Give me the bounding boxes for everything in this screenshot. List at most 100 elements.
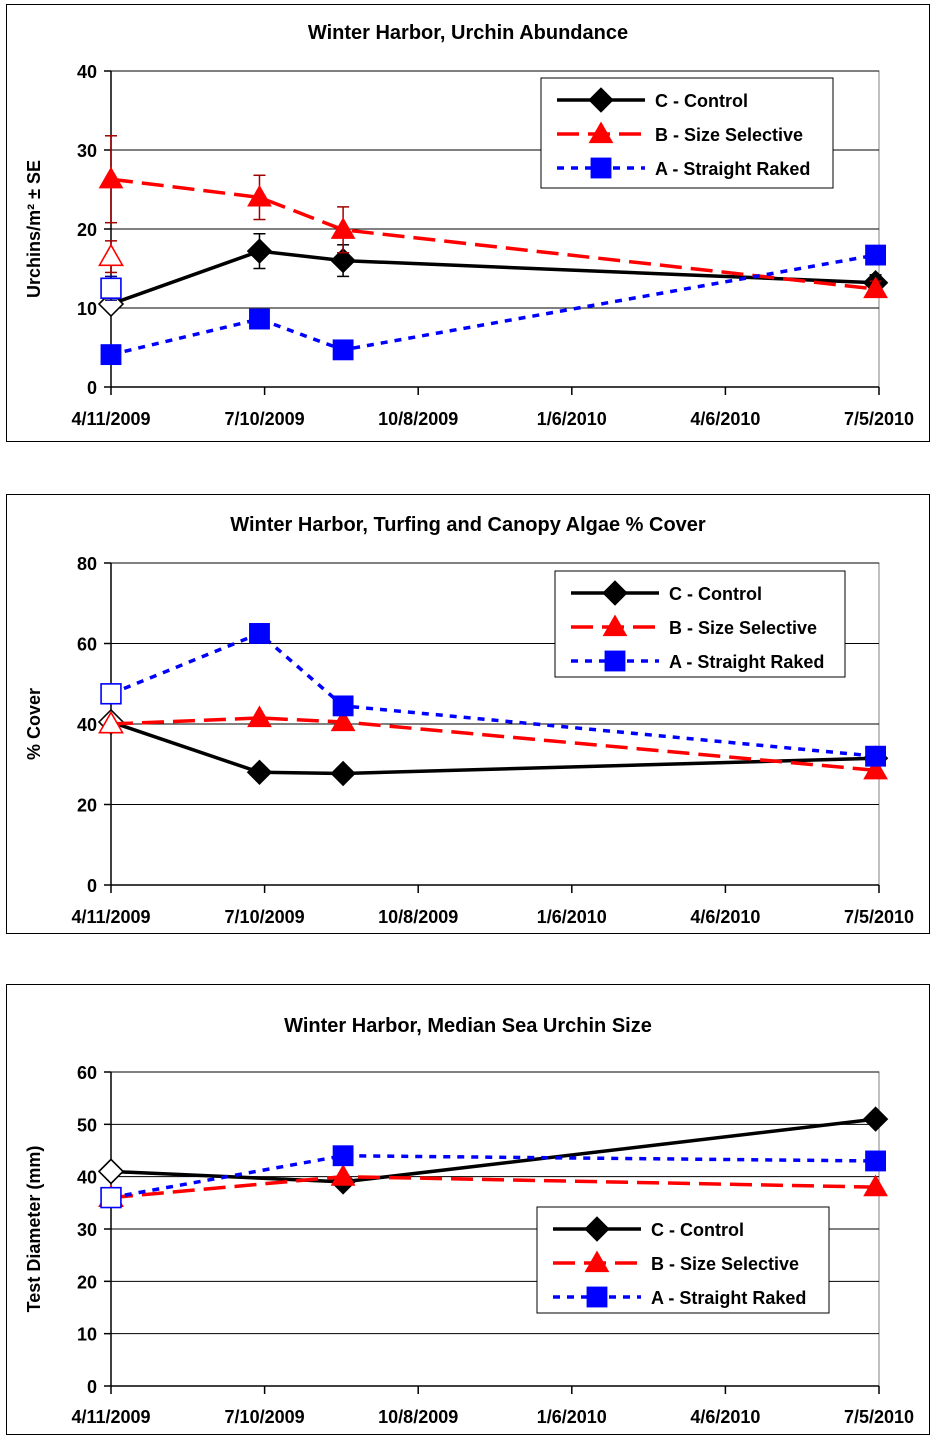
data-point bbox=[247, 705, 272, 728]
data-point bbox=[246, 759, 273, 786]
y-tick-label: 80 bbox=[77, 554, 97, 574]
data-point bbox=[330, 760, 356, 787]
x-tick-label: 4/6/2010 bbox=[690, 409, 760, 429]
y-axis-title: Urchins/m² ± SE bbox=[24, 160, 44, 298]
data-point bbox=[98, 710, 124, 734]
chart-panel-algae-cover: Winter Harbor, Turfing and Canopy Algae … bbox=[6, 494, 930, 934]
x-tick-label: 4/11/2009 bbox=[71, 907, 150, 927]
legend-marker bbox=[588, 87, 614, 113]
x-tick-label: 7/5/2010 bbox=[844, 907, 914, 927]
series-square bbox=[100, 623, 887, 767]
y-tick-label: 10 bbox=[77, 1325, 97, 1345]
x-tick-label: 7/10/2009 bbox=[225, 907, 305, 927]
y-tick-label: 50 bbox=[77, 1115, 97, 1135]
legend-label: B - Size Selective bbox=[669, 618, 817, 638]
y-tick-label: 20 bbox=[77, 1272, 97, 1292]
data-point bbox=[249, 308, 270, 330]
legend-label: C - Control bbox=[651, 1220, 744, 1240]
legend: C - Control B - Size Selective A - Straigh… bbox=[554, 570, 846, 678]
data-point bbox=[862, 1106, 889, 1132]
legend-label: A - Straight Raked bbox=[651, 1288, 806, 1308]
legend-item: A - Straight Raked bbox=[571, 650, 824, 672]
y-tick-label: 20 bbox=[77, 796, 97, 816]
y-tick-label: 0 bbox=[87, 378, 97, 398]
x-tick-label: 7/10/2009 bbox=[225, 409, 305, 429]
data-point bbox=[246, 238, 273, 264]
data-point bbox=[330, 1164, 356, 1186]
data-point bbox=[98, 166, 124, 189]
series-line bbox=[110, 716, 876, 773]
series-line bbox=[110, 177, 876, 291]
data-point bbox=[863, 757, 888, 780]
x-tick-label: 10/8/2009 bbox=[378, 1407, 458, 1427]
algae-cover-chart: Winter Harbor, Turfing and Canopy Algae … bbox=[24, 514, 914, 927]
legend: C - Control B - Size Selective A - Straigh… bbox=[540, 77, 834, 189]
y-axis-title: Test Diameter (mm) bbox=[24, 1146, 44, 1313]
urchin-abundance-chart: Winter Harbor, Urchin Abundance 0 10 20 30 40… bbox=[24, 22, 914, 429]
data-point-hollow bbox=[100, 277, 122, 299]
legend-item: C - Control bbox=[557, 87, 748, 113]
chart-panel-urchin-size: Winter Harbor, Median Sea Urchin Size 0 10… bbox=[6, 984, 930, 1435]
y-tick-label: 40 bbox=[77, 62, 97, 82]
legend-label: B - Size Selective bbox=[655, 125, 803, 145]
legend-marker bbox=[590, 157, 612, 179]
x-tick-label: 1/6/2010 bbox=[537, 907, 607, 927]
legend-marker bbox=[586, 1286, 608, 1308]
y-tick-label: 60 bbox=[77, 635, 97, 655]
data-point bbox=[100, 683, 122, 705]
legend-item: C - Control bbox=[553, 1216, 744, 1242]
legend-item: B - Size Selective bbox=[571, 614, 817, 638]
series-line bbox=[110, 631, 876, 758]
chart-title: Winter Harbor, Turfing and Canopy Algae … bbox=[230, 514, 706, 536]
data-point bbox=[865, 745, 887, 767]
legend-item: A - Straight Raked bbox=[553, 1286, 806, 1308]
data-point bbox=[332, 1145, 354, 1167]
y-tick-label: 30 bbox=[77, 141, 97, 161]
x-tick-label: 4/6/2010 bbox=[690, 1407, 760, 1427]
legend-item: C - Control bbox=[571, 580, 762, 606]
legend-label: B - Size Selective bbox=[651, 1254, 799, 1274]
data-point bbox=[330, 709, 356, 732]
series-square bbox=[100, 1145, 887, 1209]
legend-marker bbox=[602, 614, 628, 637]
y-tick-label: 40 bbox=[77, 1168, 97, 1188]
legend-label: A - Straight Raked bbox=[669, 652, 824, 672]
series-line bbox=[110, 249, 876, 306]
data-point bbox=[97, 1158, 125, 1185]
x-tick-label: 4/11/2009 bbox=[71, 409, 150, 429]
y-tick-label: 60 bbox=[77, 1063, 97, 1083]
urchin-size-chart: Winter Harbor, Median Sea Urchin Size 0 10… bbox=[24, 1015, 914, 1427]
series-line bbox=[110, 720, 876, 776]
y-tick-label: 0 bbox=[87, 876, 97, 896]
x-tick-label: 7/5/2010 bbox=[844, 1407, 914, 1427]
legend-item: B - Size Selective bbox=[557, 121, 803, 145]
legend-item: A - Straight Raked bbox=[557, 157, 810, 179]
x-tick-label: 7/10/2009 bbox=[225, 1407, 305, 1427]
y-tick-label: 40 bbox=[77, 715, 97, 735]
legend-item: B - Size Selective bbox=[553, 1250, 799, 1274]
legend-label: C - Control bbox=[655, 91, 748, 111]
x-tick-label: 7/5/2010 bbox=[844, 409, 914, 429]
y-tick-label: 0 bbox=[87, 1377, 97, 1397]
data-point bbox=[100, 344, 122, 366]
series-triangle bbox=[98, 705, 888, 780]
legend-marker bbox=[604, 650, 626, 672]
legend-label: A - Straight Raked bbox=[655, 159, 810, 179]
chart-title: Winter Harbor, Median Sea Urchin Size bbox=[284, 1015, 652, 1037]
series-line bbox=[110, 253, 876, 357]
data-point bbox=[330, 217, 356, 239]
x-tick-label: 10/8/2009 bbox=[378, 409, 458, 429]
chart-title: Winter Harbor, Urchin Abundance bbox=[308, 22, 628, 44]
x-tick-label: 1/6/2010 bbox=[537, 409, 607, 429]
data-point bbox=[249, 623, 270, 644]
legend-marker bbox=[584, 1216, 610, 1242]
data-point bbox=[100, 1186, 122, 1209]
data-point bbox=[863, 276, 888, 299]
legend: C - Control B - Size Selective A - Straigh… bbox=[536, 1206, 830, 1314]
series-square bbox=[100, 244, 887, 366]
data-point bbox=[865, 244, 887, 266]
chart-panel-urchin-abundance: Winter Harbor, Urchin Abundance 0 10 20 30 40… bbox=[6, 4, 930, 442]
y-axis-title: % Cover bbox=[24, 688, 44, 760]
legend-marker bbox=[588, 121, 614, 144]
x-tick-label: 4/6/2010 bbox=[690, 907, 760, 927]
